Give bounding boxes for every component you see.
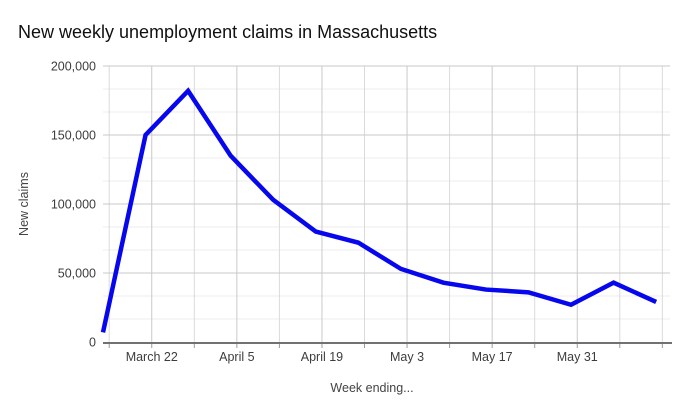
y-tick-label: 0 [89,336,96,350]
series-line [100,87,658,333]
x-tick-label: May 31 [557,350,598,364]
y-tick-label: 150,000 [51,129,96,143]
y-axis-title: New claims [17,172,31,236]
x-tick-label: April 5 [219,350,254,364]
y-tick-label: 50,000 [58,267,96,281]
plot-area: 0 50,000 100,000 150,000 200,000 March 22 Apri… [51,60,672,364]
y-tick-label: 200,000 [51,60,96,74]
x-axis-title: Week ending... [330,381,413,395]
x-tick-label: April 19 [301,350,343,364]
x-tick-label: May 3 [390,350,424,364]
x-tick-label: May 17 [472,350,513,364]
chart-title: New weekly unemployment claims in Massac… [18,22,438,42]
x-tick-label: March 22 [126,350,178,364]
y-tick-label: 100,000 [51,198,96,212]
